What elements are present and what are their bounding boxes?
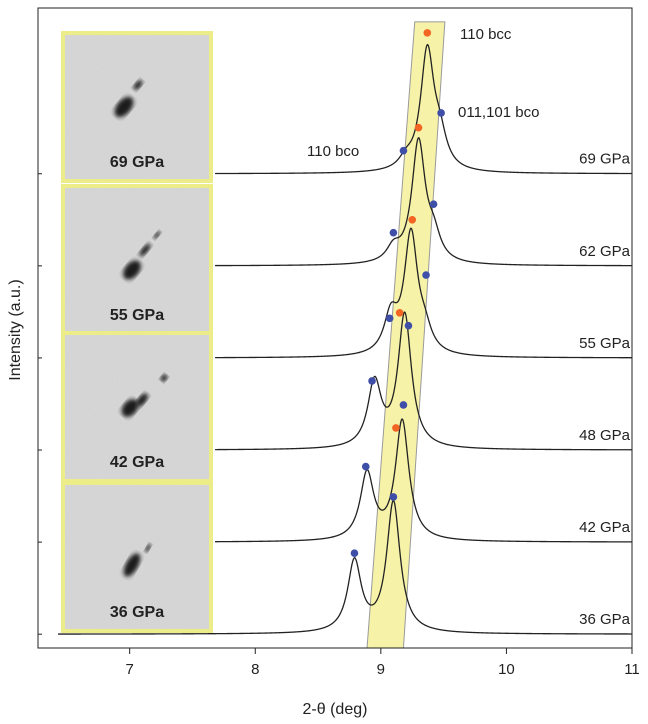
diffraction-spot — [139, 243, 151, 257]
phase-marker — [408, 215, 417, 224]
x-tick-label: 7 — [126, 661, 134, 678]
pattern-curve — [58, 499, 632, 635]
series-label: 55 GPa — [579, 335, 631, 352]
annotation: 110 bco — [307, 143, 359, 160]
series-label: 48 GPa — [579, 427, 631, 444]
phase-marker — [385, 314, 394, 323]
inset-noise — [63, 33, 211, 181]
pattern-curve — [215, 43, 632, 175]
inset-border — [61, 481, 213, 633]
diffraction-spot — [136, 393, 148, 407]
phase-marker — [389, 228, 398, 237]
inset-noise — [63, 186, 211, 334]
series-label: 62 GPa — [579, 243, 631, 260]
phase-marker — [429, 200, 438, 208]
diffraction-spot — [144, 543, 152, 553]
inset-label: 69 GPa — [110, 154, 164, 171]
phase-marker — [404, 321, 413, 330]
x-tick-label: 11 — [624, 661, 640, 678]
x-tick-label: 9 — [377, 661, 385, 678]
phase-marker — [414, 123, 423, 132]
phase-marker — [361, 462, 370, 471]
pattern-curve — [215, 311, 632, 451]
phase-marker — [399, 146, 408, 155]
inset-label: 55 GPa — [110, 307, 164, 324]
series-label: 69 GPa — [579, 151, 631, 168]
y-axis-label: Intensity (a.u.) — [7, 279, 24, 380]
diffraction-spot — [160, 374, 168, 382]
series-label: 42 GPa — [579, 519, 631, 536]
x-axis-label: 2-θ (deg) — [303, 701, 368, 718]
phase-marker — [423, 29, 432, 37]
phase-marker — [389, 493, 398, 501]
phase-marker — [368, 377, 376, 385]
inset-border — [61, 31, 213, 183]
inset-label: 36 GPa — [110, 604, 164, 621]
annotation: 110 bcc — [460, 26, 512, 43]
plot-frame — [37, 7, 633, 649]
diffraction-spot — [123, 260, 141, 280]
diffraction-spot — [153, 230, 161, 240]
pattern-curve — [215, 136, 632, 267]
pattern-curve — [215, 418, 632, 543]
phase-marker — [395, 309, 404, 317]
inset-label: 42 GPa — [110, 454, 164, 471]
diffraction-spot — [114, 96, 134, 118]
phase-marker — [350, 549, 359, 557]
diffraction-spot — [133, 80, 143, 90]
phase-marker — [422, 271, 430, 279]
annotation: 011,101 bco — [458, 104, 539, 121]
diffraction-spot — [123, 553, 141, 577]
phase-marker — [437, 109, 445, 117]
x-tick-label: 10 — [498, 661, 515, 678]
series-label: 36 GPa — [579, 611, 631, 628]
x-tick-label: 8 — [251, 661, 259, 678]
phase-marker — [399, 401, 408, 409]
diffraction-spot — [121, 399, 139, 417]
pattern-curve — [215, 227, 632, 359]
phase-marker — [392, 424, 400, 432]
